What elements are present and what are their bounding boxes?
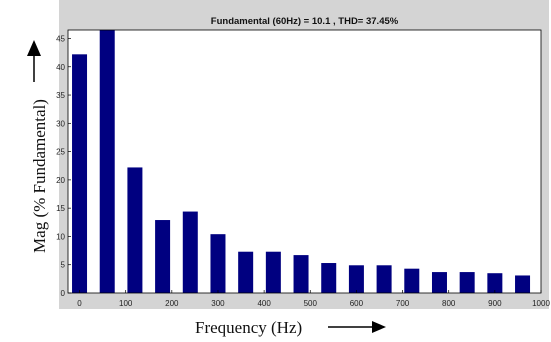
bar-60hz [99, 30, 115, 293]
y-tick-label: 15 [56, 204, 65, 213]
x-tick-label: 300 [211, 299, 225, 308]
x-axis-label: Frequency (Hz) [195, 318, 302, 337]
x-tick-label: 700 [396, 299, 410, 308]
bar-360hz [238, 251, 254, 293]
x-tick-label: 400 [257, 299, 271, 308]
y-tick-label: 10 [56, 232, 65, 241]
y-tick-label: 20 [56, 176, 65, 185]
x-tick-label: 800 [442, 299, 456, 308]
bar-0hz [72, 54, 88, 293]
bar-120hz [127, 167, 143, 293]
bar-780hz [431, 272, 447, 293]
y-tick-label: 40 [56, 63, 65, 72]
y-ticks: 0 5 10 15 20 25 30 35 40 45 [56, 34, 71, 298]
bar-240hz [182, 211, 198, 293]
x-tick-label: 0 [77, 299, 82, 308]
y-tick-label: 35 [56, 91, 65, 100]
chart-title: Fundamental (60Hz) = 10.1 , THD= 37.45% [211, 16, 399, 27]
x-tick-label: 600 [350, 299, 364, 308]
bar-660hz [376, 265, 392, 293]
bar-540hz [321, 263, 337, 293]
bar-900hz [487, 273, 503, 293]
bar-720hz [404, 268, 420, 293]
bar-420hz [265, 251, 281, 293]
y-tick-label: 45 [56, 34, 65, 43]
bar-480hz [293, 255, 309, 293]
x-tick-label: 1000 [532, 299, 550, 308]
y-tick-label: 30 [56, 119, 65, 128]
y-tick-label: 25 [56, 148, 65, 157]
y-tick-label: 5 [61, 261, 66, 270]
x-ticks: 0 100 200 300 400 500 600 700 800 900 1000 [77, 290, 550, 308]
y-axis-label: Mag (% Fundamental) [30, 99, 49, 253]
bar-840hz [459, 272, 475, 293]
x-tick-label: 500 [304, 299, 318, 308]
x-tick-label: 900 [488, 299, 502, 308]
bar-180hz [155, 220, 171, 293]
x-tick-label: 200 [165, 299, 179, 308]
y-axis-arrow [27, 40, 41, 82]
plot-area [68, 30, 541, 293]
bar-960hz [515, 275, 531, 293]
bar-300hz [210, 234, 226, 293]
y-tick-label: 0 [61, 289, 66, 298]
plot-border [67, 29, 542, 294]
bars [72, 30, 531, 293]
x-axis-arrow [328, 321, 386, 333]
x-tick-label: 100 [119, 299, 133, 308]
bar-600hz [348, 265, 364, 293]
